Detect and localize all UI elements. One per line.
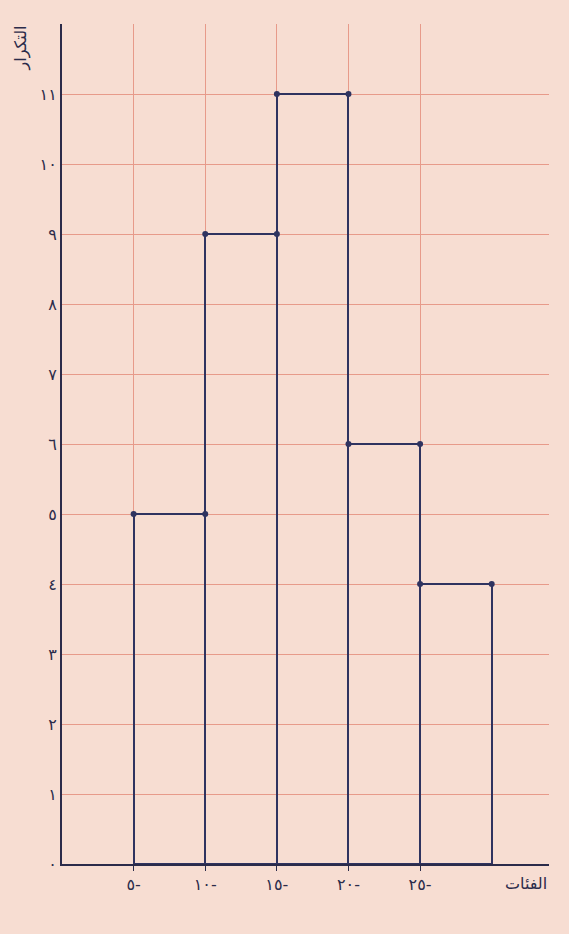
svg-text:٣: ٣ [48, 645, 57, 664]
svg-text:١٥-: ١٥- [265, 875, 288, 894]
svg-text:٨: ٨ [48, 295, 57, 314]
svg-text:٥: ٥ [48, 505, 57, 524]
svg-text:١١: ١١ [40, 85, 57, 104]
svg-text:٢٥-: ٢٥- [409, 875, 432, 894]
svg-text:٧: ٧ [48, 365, 57, 384]
svg-text:التكرار: التكرار [11, 26, 31, 71]
svg-text:٩: ٩ [48, 225, 57, 244]
svg-text:الفئات: الفئات [505, 874, 547, 893]
svg-text:٦: ٦ [48, 435, 57, 454]
svg-text:٢٠-: ٢٠- [337, 875, 360, 894]
svg-text:٤: ٤ [48, 575, 57, 594]
svg-text:١٠: ١٠ [40, 155, 57, 174]
svg-text:٠: ٠ [48, 855, 57, 874]
svg-text:١٠-: ١٠- [194, 875, 217, 894]
svg-text:١: ١ [48, 785, 57, 804]
svg-text:٥-: ٥- [126, 875, 140, 894]
svg-text:٢: ٢ [48, 715, 57, 734]
